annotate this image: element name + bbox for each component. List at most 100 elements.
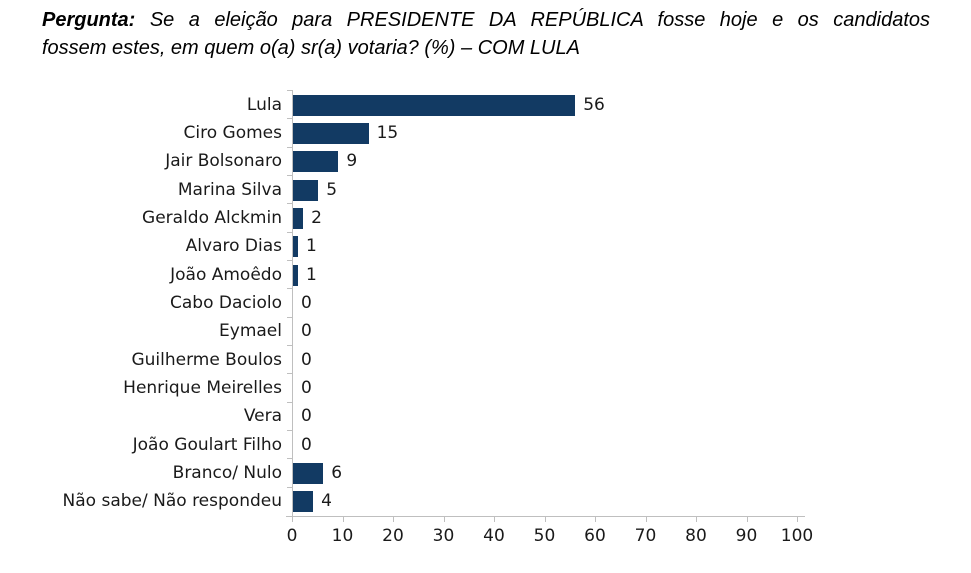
bar-track: 9 — [287, 146, 797, 177]
x-axis-tick — [443, 517, 445, 523]
bar-track: 2 — [287, 203, 797, 233]
bar-track: 15 — [287, 118, 797, 148]
value-label: 0 — [301, 434, 312, 455]
bar-track: 1 — [287, 231, 797, 262]
chart-question-title: Pergunta: Se a eleição para PRESIDENTE D… — [42, 6, 930, 62]
chart-row: Cabo Daciolo 0 — [40, 288, 971, 318]
x-axis-tick — [595, 517, 596, 523]
value-label: 1 — [306, 236, 317, 257]
title-prefix: Pergunta: — [42, 9, 136, 31]
bar — [293, 264, 299, 286]
x-axis-tick — [494, 517, 495, 523]
x-axis-tick-label: 90 — [735, 526, 758, 547]
value-label: 15 — [376, 123, 399, 144]
bar-track: 0 — [287, 373, 797, 403]
value-label: 9 — [346, 151, 358, 172]
title-line1: Pergunta: Se a eleição para PRESIDENTE D… — [42, 6, 930, 34]
chart-row: João Amoêdo 1 — [40, 260, 971, 290]
x-axis-tick — [292, 517, 293, 523]
bar — [293, 151, 339, 173]
category-label: Jair Bolsonaro — [165, 151, 282, 172]
category-label: Alvaro Dias — [185, 236, 282, 257]
bar-track: 56 — [287, 89, 797, 120]
category-label: Guilherme Boulos — [131, 349, 282, 370]
chart-row: Lula 56 — [40, 89, 971, 120]
x-axis-tick — [746, 517, 748, 523]
x-axis-tick — [544, 517, 546, 523]
category-label: João Goulart Filho — [132, 434, 282, 455]
bar — [293, 463, 324, 485]
chart-row: Geraldo Alckmin 2 — [40, 203, 971, 233]
chart-row: Jair Bolsonaro 9 — [40, 146, 971, 177]
title-line1-text: Se a eleição para PRESIDENTE DA REPÚBLIC… — [149, 9, 930, 31]
category-label: Geraldo Alckmin — [142, 208, 282, 229]
value-label: 0 — [301, 293, 312, 314]
chart-rows: Lula 56 Ciro Gomes 15 Jair Bolsonaro 9 Marina … — [40, 89, 971, 517]
bar — [293, 123, 369, 145]
bar — [293, 491, 314, 513]
chart-row: Ciro Gomes 15 — [40, 118, 971, 148]
bar — [293, 179, 319, 201]
x-axis-tick — [645, 517, 647, 523]
x-axis-tick-label: 40 — [483, 526, 505, 547]
bar-track: 4 — [287, 486, 797, 517]
chart-row: Vera 0 — [40, 401, 971, 432]
category-label: Eymael — [219, 321, 282, 342]
x-axis-tick-label: 60 — [584, 526, 606, 547]
bar-chart: Lula 56 Ciro Gomes 15 Jair Bolsonaro 9 Marina … — [40, 89, 971, 560]
bar-track: 0 — [287, 316, 797, 347]
value-label: 0 — [301, 349, 312, 370]
category-label: Henrique Meirelles — [123, 378, 282, 399]
bar-track: 1 — [287, 260, 797, 290]
bar — [293, 208, 304, 230]
chart-row: Alvaro Dias 1 — [40, 231, 971, 262]
category-label: Ciro Gomes — [183, 123, 282, 144]
x-axis-tick — [393, 517, 394, 523]
chart-row: Eymael 0 — [40, 316, 971, 347]
chart-row: Branco/ Nulo 6 — [40, 458, 971, 488]
x-axis-tick-label: 10 — [331, 526, 354, 547]
value-label: 5 — [326, 179, 338, 200]
bar — [293, 94, 576, 116]
x-axis-tick-label: 100 — [780, 526, 814, 547]
value-label: 0 — [301, 406, 312, 427]
value-label: 56 — [583, 94, 605, 115]
value-label: 0 — [301, 321, 312, 342]
x-axis-tick — [797, 517, 798, 523]
page: Pergunta: Se a eleição para PRESIDENTE D… — [0, 6, 971, 573]
category-label: Cabo Daciolo — [170, 293, 282, 314]
chart-row: Marina Silva 5 — [40, 175, 971, 205]
bar — [293, 236, 299, 258]
category-label: Branco/ Nulo — [172, 463, 282, 484]
category-label: João Amoêdo — [170, 264, 282, 285]
value-label: 0 — [301, 378, 312, 399]
value-label: 1 — [306, 264, 317, 285]
x-axis: 0 10 20 30 40 50 60 70 80 90 100 — [286, 516, 813, 560]
title-line2: fossem estes, em quem o(a) sr(a) votaria… — [42, 37, 580, 59]
x-axis-tick-label: 50 — [533, 526, 556, 547]
category-label: Marina Silva — [177, 179, 282, 200]
value-label: 4 — [321, 491, 332, 512]
value-label: 6 — [331, 463, 343, 484]
category-label: Vera — [243, 406, 282, 427]
bar-track: 0 — [287, 288, 797, 318]
x-axis-tick — [342, 517, 344, 523]
chart-row: João Goulart Filho 0 — [40, 430, 971, 460]
x-axis-tick-label: 20 — [382, 526, 404, 547]
chart-row: Não sabe/ Não respondeu 4 — [40, 486, 971, 517]
chart-row: Guilherme Boulos 0 — [40, 345, 971, 375]
x-axis-tick-label: 0 — [286, 526, 298, 547]
category-label: Não sabe/ Não respondeu — [62, 491, 282, 512]
bar-track: 5 — [287, 175, 797, 205]
x-axis-tick — [696, 517, 697, 523]
category-label: Lula — [246, 94, 282, 115]
value-label: 2 — [311, 208, 322, 229]
x-axis-tick-label: 70 — [634, 526, 657, 547]
bar-track: 0 — [287, 345, 797, 375]
chart-row: Henrique Meirelles 0 — [40, 373, 971, 403]
bar-track: 0 — [287, 430, 797, 460]
x-axis-tick-label: 30 — [432, 526, 455, 547]
bar-track: 0 — [287, 401, 797, 432]
x-axis-tick-label: 80 — [685, 526, 707, 547]
bar-track: 6 — [287, 458, 797, 488]
